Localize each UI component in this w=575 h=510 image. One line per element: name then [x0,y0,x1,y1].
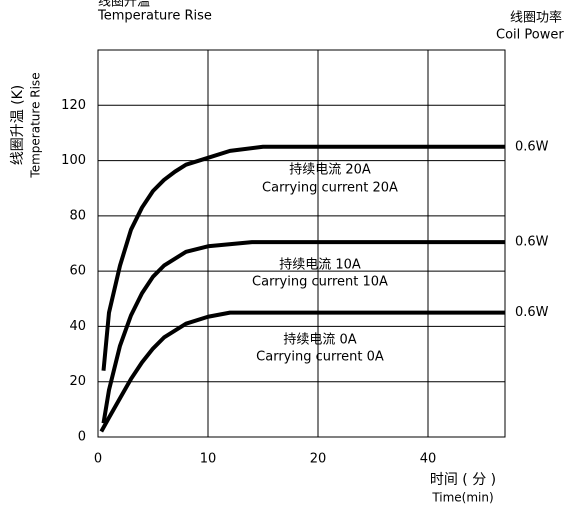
series-line [101,144,505,371]
power-label: 0.6W [515,139,549,154]
y-label-cn: 线圈升温 (K) [10,85,26,166]
series-label: 持续电流 20A [289,163,371,178]
x-tick-label: 40 [420,452,437,467]
y-tick-label: 0 [78,430,86,445]
power-label: 0.6W [515,235,549,250]
y-tick-label: 40 [69,319,86,334]
title-cn: 线圈升温 [98,0,150,10]
x-tick-label: 10 [200,452,217,467]
x-label: Time(min) [431,491,493,505]
series-label-en: Carrying current 10A [252,275,388,290]
y-tick-label: 60 [69,264,86,279]
y-tick-label: 120 [61,98,86,113]
series-line [101,240,505,424]
x-tick-label: 20 [310,452,327,467]
power-title: Coil Power [496,28,564,43]
series-line [99,310,505,433]
series-label: 持续电流 0A [283,333,356,348]
y-tick-label: 100 [61,153,86,168]
power-label: 0.6W [515,305,549,320]
series-label-en: Carrying current 20A [262,181,398,196]
power-title-cn: 线圈功率 [510,10,562,26]
y-tick-label: 80 [69,208,86,223]
series-label-en: Carrying current 0A [256,350,384,365]
y-tick-label: 20 [69,374,86,389]
y-label: Temperature Rise [29,72,43,178]
x-label-cn: 时间 ( 分 ) [430,472,496,488]
series-label: 持续电流 10A [279,258,361,273]
x-tick-label: 0 [94,452,102,467]
title: Temperature Rise [97,9,212,24]
